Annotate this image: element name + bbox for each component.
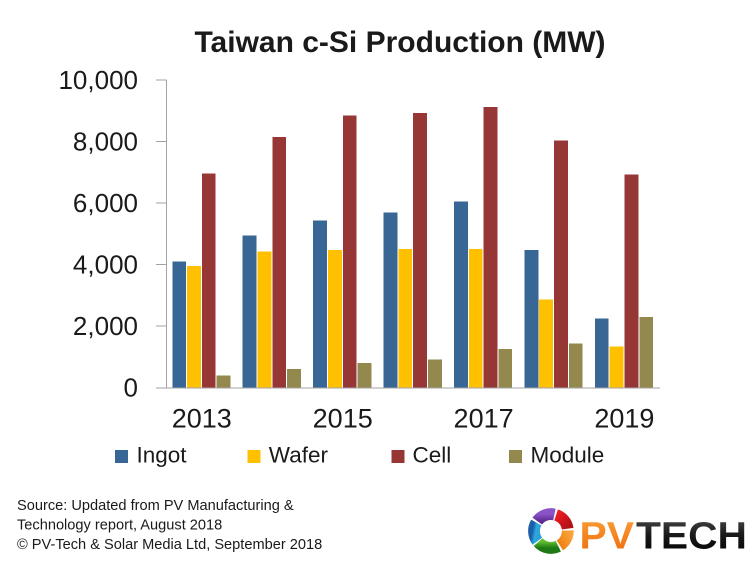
svg-text:© PV-Tech & Solar Media Ltd, S: © PV-Tech & Solar Media Ltd, September 2… xyxy=(17,537,322,553)
svg-text:2013: 2013 xyxy=(172,404,232,434)
svg-text:4,000: 4,000 xyxy=(73,250,138,280)
svg-text:2015: 2015 xyxy=(313,404,373,434)
svg-text:TECH: TECH xyxy=(636,515,747,557)
svg-text:Module: Module xyxy=(531,443,605,468)
svg-text:2019: 2019 xyxy=(594,404,654,434)
svg-text:10,000: 10,000 xyxy=(58,65,138,95)
svg-text:8,000: 8,000 xyxy=(73,127,138,157)
svg-text:6,000: 6,000 xyxy=(73,188,138,218)
svg-text:0: 0 xyxy=(124,373,138,403)
svg-text:2,000: 2,000 xyxy=(73,311,138,341)
svg-text:PV: PV xyxy=(580,515,635,557)
svg-text:Cell: Cell xyxy=(413,443,452,468)
svg-text:Source: Updated from PV Manufa: Source: Updated from PV Manufacturing & xyxy=(17,498,294,514)
svg-text:Technology report, August 2018: Technology report, August 2018 xyxy=(17,518,222,534)
svg-text:Wafer: Wafer xyxy=(269,443,329,468)
svg-text:2017: 2017 xyxy=(454,404,514,434)
svg-text:Taiwan c-Si Production (MW): Taiwan c-Si Production (MW) xyxy=(194,26,605,59)
svg-text:Ingot: Ingot xyxy=(137,443,188,468)
